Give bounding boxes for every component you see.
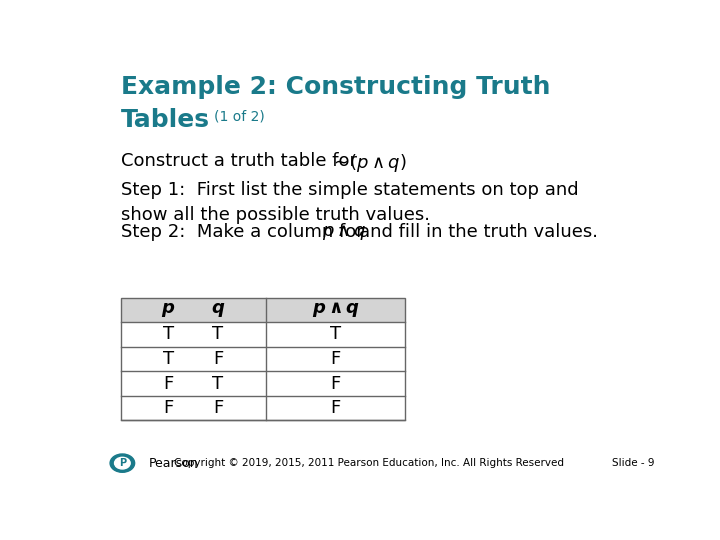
- Text: T: T: [163, 326, 174, 343]
- Text: Slide - 9: Slide - 9: [612, 458, 654, 468]
- Text: $\sim\!(p \wedge q)$: $\sim\!(p \wedge q)$: [330, 152, 407, 174]
- Text: $\boldsymbol{q}$: $\boldsymbol{q}$: [211, 301, 225, 319]
- Text: Pearson: Pearson: [148, 457, 198, 470]
- Text: (1 of 2): (1 of 2): [215, 110, 265, 124]
- Text: Example 2: Constructing Truth: Example 2: Constructing Truth: [121, 75, 550, 99]
- Text: Step 2:  Make a column for: Step 2: Make a column for: [121, 223, 364, 241]
- Text: F: F: [163, 399, 174, 417]
- Text: P: P: [119, 458, 126, 468]
- Text: $\boldsymbol{p}$: $\boldsymbol{p}$: [161, 301, 176, 319]
- Text: $p \wedge q$: $p \wedge q$: [322, 223, 366, 242]
- Circle shape: [114, 457, 130, 469]
- Bar: [121, 298, 405, 420]
- Bar: [121, 298, 405, 322]
- Text: T: T: [163, 350, 174, 368]
- Text: T: T: [330, 326, 341, 343]
- Text: $\boldsymbol{p \wedge q}$: $\boldsymbol{p \wedge q}$: [312, 300, 359, 320]
- Text: F: F: [213, 350, 223, 368]
- Text: Tables: Tables: [121, 109, 210, 132]
- Text: F: F: [330, 399, 341, 417]
- Circle shape: [110, 454, 135, 472]
- Text: F: F: [330, 350, 341, 368]
- Text: Step 1:  First list the simple statements on top and
show all the possible truth: Step 1: First list the simple statements…: [121, 181, 578, 224]
- Text: T: T: [212, 375, 223, 393]
- Text: Construct a truth table for: Construct a truth table for: [121, 152, 356, 170]
- Text: Copyright © 2019, 2015, 2011 Pearson Education, Inc. All Rights Reserved: Copyright © 2019, 2015, 2011 Pearson Edu…: [174, 458, 564, 468]
- Text: F: F: [330, 375, 341, 393]
- Text: and fill in the truth values.: and fill in the truth values.: [359, 223, 598, 241]
- Text: F: F: [163, 375, 174, 393]
- Text: T: T: [212, 326, 223, 343]
- Text: F: F: [213, 399, 223, 417]
